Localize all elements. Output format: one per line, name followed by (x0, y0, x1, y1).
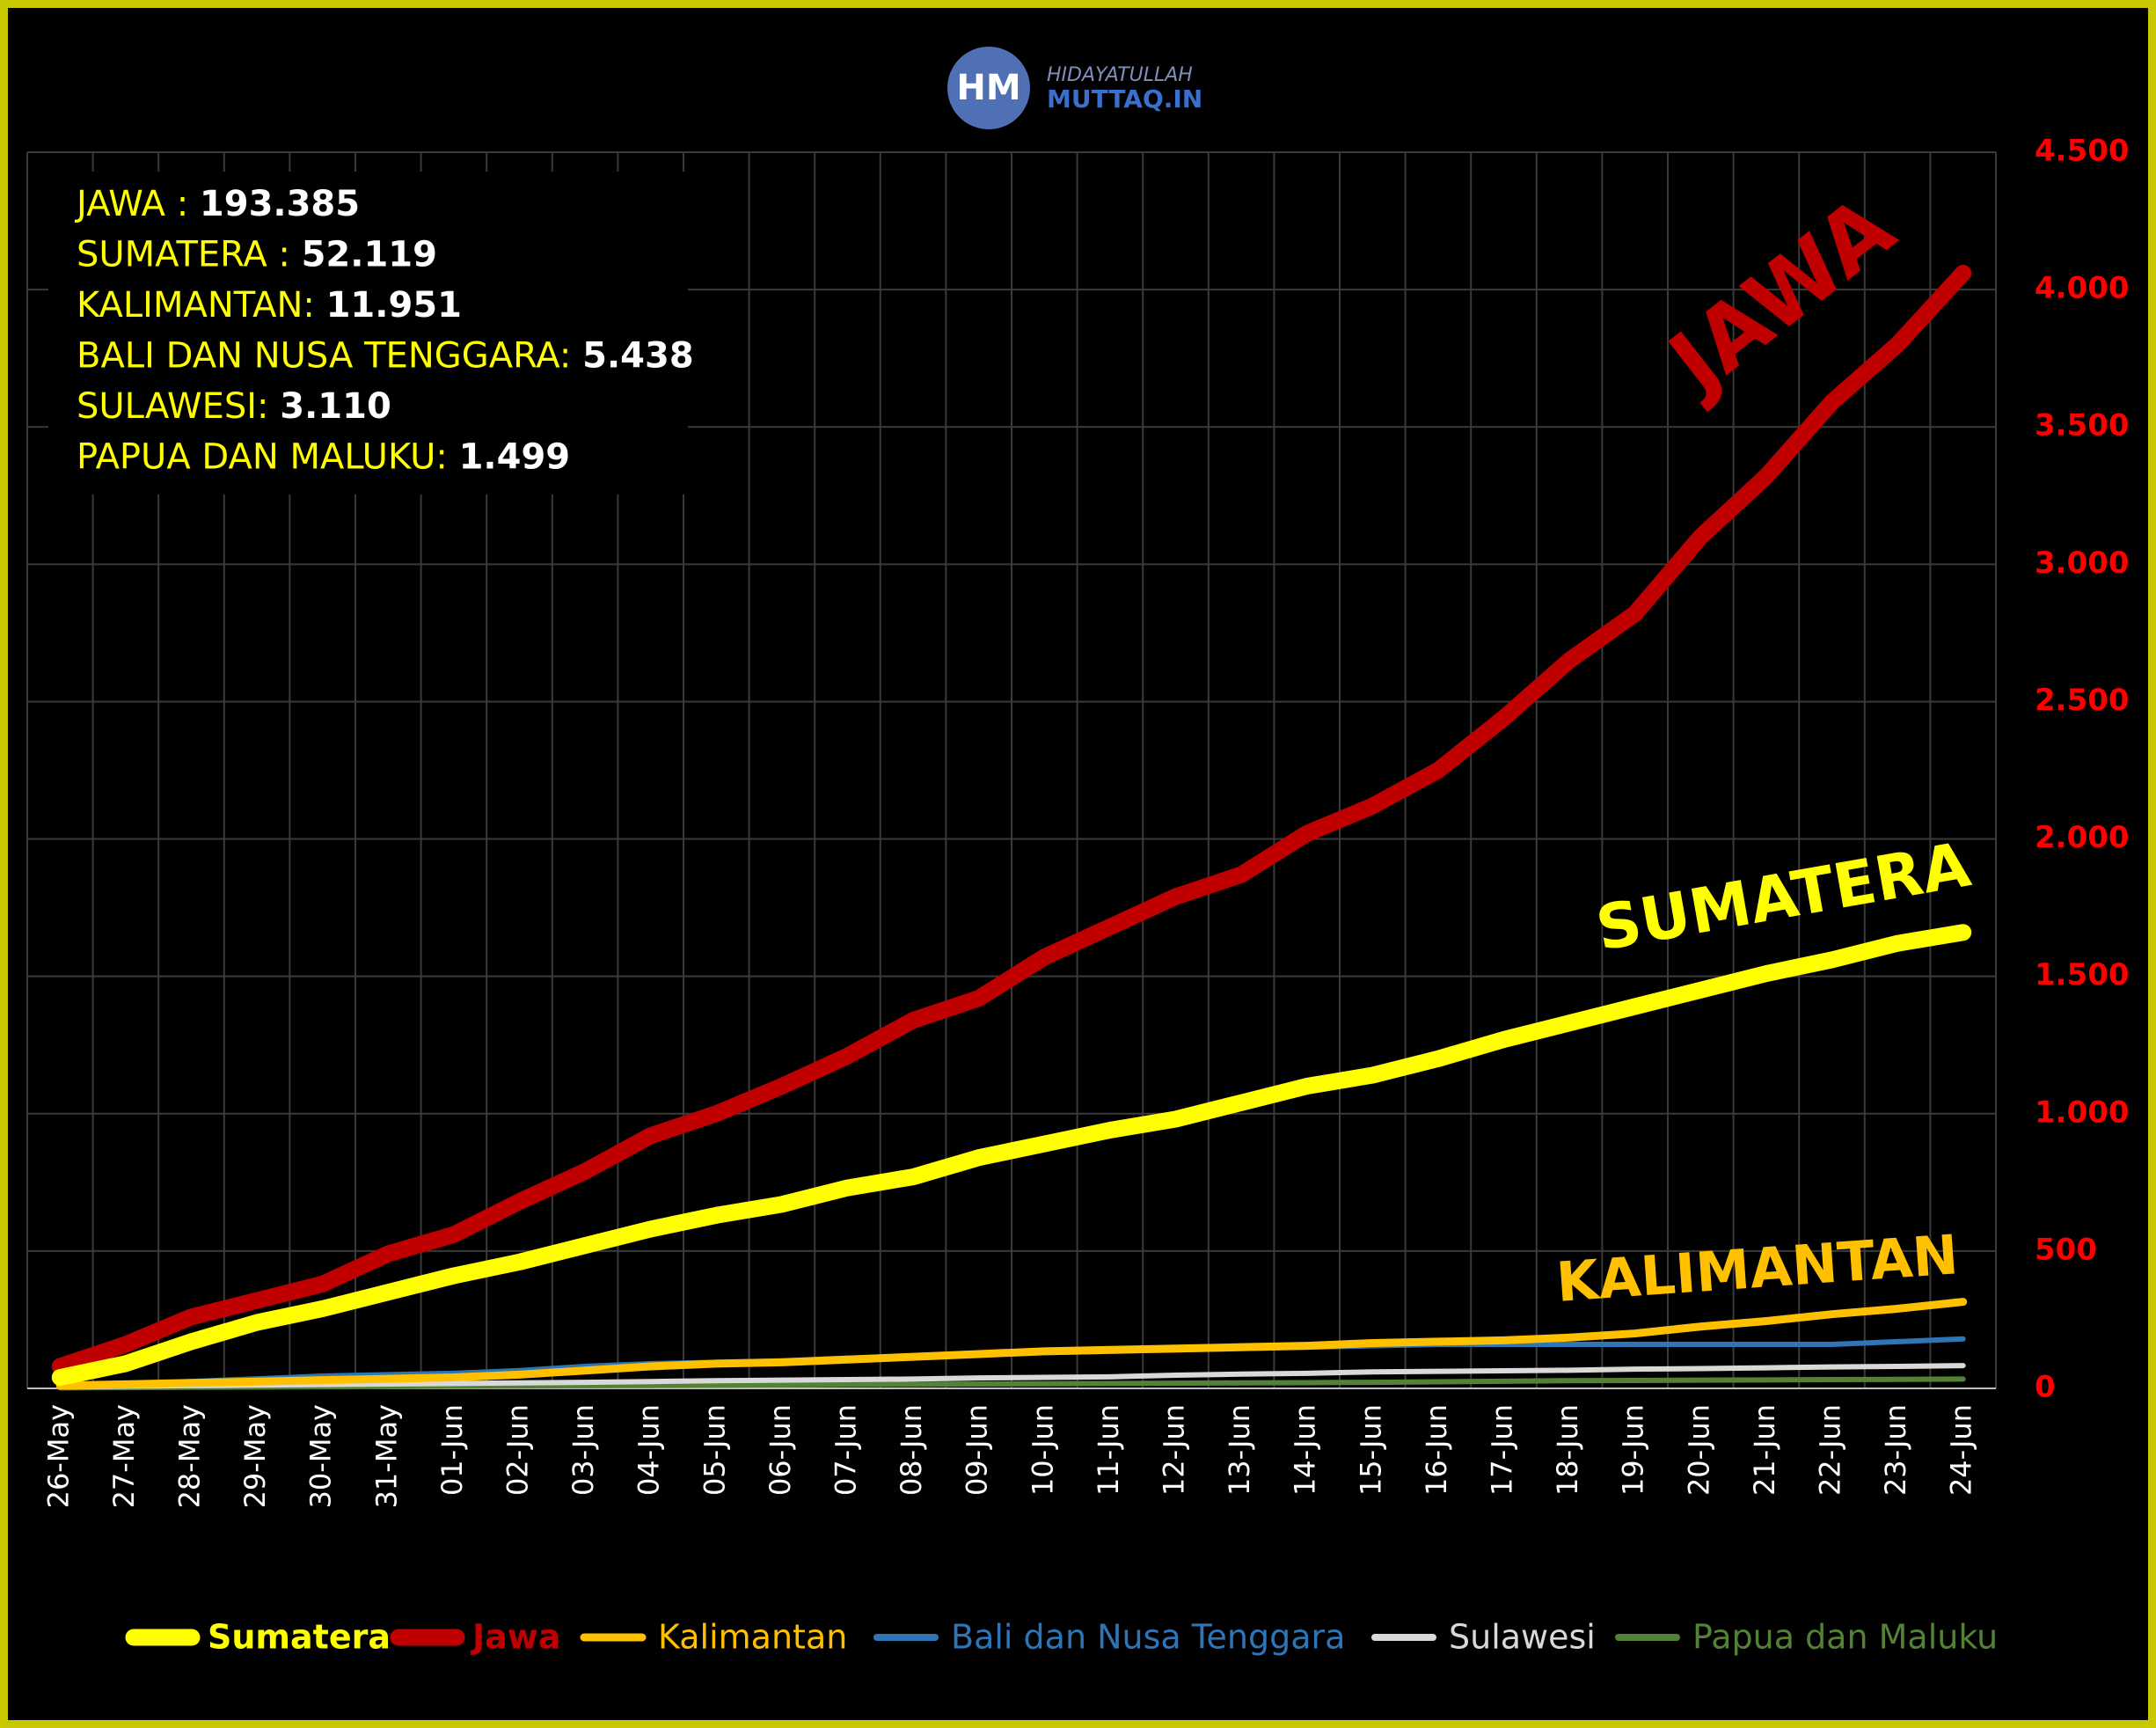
logo-initials: HM (956, 68, 1020, 108)
x-tick-label: 09-Jun (961, 1404, 994, 1496)
summary-value: 3.110 (280, 386, 391, 427)
summary-line: BALI DAN NUSA TENGGARA: 5.438 (77, 336, 694, 377)
x-tick-label: 24-Jun (1945, 1404, 1978, 1496)
y-tick-label: 1.500 (2035, 957, 2130, 992)
y-tick-label: 0 (2035, 1370, 2056, 1405)
logo-line2: MUTTAQ.IN (1047, 84, 1202, 113)
logo-circle (947, 47, 1030, 129)
x-tick-label: 16-Jun (1420, 1404, 1453, 1496)
x-tick-label: 26-May (41, 1404, 75, 1508)
summary-label: SUMATERA : (77, 235, 302, 275)
x-tick-label: 28-May (173, 1404, 207, 1508)
x-tick-label: 18-Jun (1551, 1404, 1584, 1496)
summary-value: 52.119 (302, 235, 437, 275)
x-tick-label: 01-Jun (435, 1404, 469, 1496)
x-tick-label: 06-Jun (764, 1404, 797, 1496)
legend-label: Papua dan Maluku (1692, 1618, 1998, 1657)
x-tick-label: 07-Jun (830, 1404, 863, 1496)
summary-line: KALIMANTAN: 11.951 (77, 285, 462, 326)
x-tick-label: 05-Jun (698, 1404, 731, 1496)
x-tick-label: 14-Jun (1289, 1404, 1322, 1496)
summary-value: 1.499 (459, 437, 571, 478)
x-tick-label: 31-May (369, 1404, 403, 1508)
y-tick-label: 1.000 (2035, 1095, 2130, 1130)
x-tick-label: 11-Jun (1092, 1404, 1125, 1496)
x-tick-label: 10-Jun (1026, 1404, 1059, 1496)
x-tick-label: 03-Jun (566, 1404, 600, 1496)
x-tick-label: 13-Jun (1223, 1404, 1256, 1496)
y-tick-label: 2.000 (2035, 820, 2130, 855)
summary-line: SULAWESI: 3.110 (77, 386, 391, 427)
summary-label: BALI DAN NUSA TENGGARA: (77, 336, 582, 377)
summary-line: SUMATERA : 52.119 (77, 235, 437, 275)
legend-label: Kalimantan (658, 1618, 847, 1657)
x-tick-label: 12-Jun (1158, 1404, 1191, 1496)
series-line (51, 924, 1972, 1387)
x-tick-label: 02-Jun (501, 1404, 535, 1496)
summary-label: SULAWESI: (77, 386, 280, 427)
x-tick-label: 30-May (304, 1404, 338, 1508)
y-tick-label: 2.500 (2035, 683, 2130, 718)
x-tick-label: 17-Jun (1486, 1404, 1519, 1496)
series-line (55, 1298, 1968, 1390)
y-tick-label: 4.000 (2035, 271, 2130, 306)
y-tick-label: 3.000 (2035, 545, 2130, 581)
grid: 0 500 1.000 1.500 2.000 2.500 3.000 3.500 4.000 4… (26, 134, 2130, 1508)
summary-value: 193.385 (200, 184, 360, 224)
x-tick-label: 20-Jun (1682, 1404, 1715, 1496)
summary: JAWA : 193.385 SUMATERA : 52.119 KALIMANTA… (74, 184, 694, 478)
legend-label: Bali dan Nusa Tenggara (951, 1618, 1345, 1657)
legend-label: Sulawesi (1449, 1618, 1596, 1657)
x-tick-label: 19-Jun (1617, 1404, 1650, 1496)
y-tick-label: 3.500 (2035, 408, 2130, 443)
logo-line1: HIDAYATULLAH (1047, 64, 1193, 86)
x-tick-label: 15-Jun (1354, 1404, 1387, 1496)
x-tick-label: 22-Jun (1814, 1404, 1847, 1496)
series-line (57, 1363, 1966, 1390)
lines (51, 264, 1972, 1391)
legend-label: Jawa (470, 1618, 561, 1657)
series-line (51, 264, 1972, 1375)
x-tick-label: 08-Jun (895, 1404, 928, 1496)
y-tick-label: 4.500 (2035, 134, 2130, 169)
x-tick-label: 27-May (107, 1404, 141, 1508)
summary-line: JAWA : 193.385 (74, 184, 360, 224)
summary-label: JAWA : (74, 184, 200, 224)
legend: Sumatera Jawa Kalimantan Bali dan Nusa Teng… (125, 1618, 1998, 1657)
x-tick-label: 04-Jun (632, 1404, 666, 1496)
y-tick-label: 500 (2035, 1232, 2097, 1267)
x-tick-label: 23-Jun (1879, 1404, 1912, 1496)
summary-label: KALIMANTAN: (77, 285, 326, 326)
summary-box (48, 172, 688, 494)
x-tick-label: 21-Jun (1748, 1404, 1781, 1496)
legend-label: Sumatera (208, 1618, 391, 1657)
logo: HM HIDAYATULLAH MUTTAQ.IN (947, 47, 1202, 129)
x-tick-label: 29-May (238, 1404, 272, 1508)
summary-line: PAPUA DAN MALUKU: 1.499 (77, 437, 570, 478)
summary-label: PAPUA DAN MALUKU: (77, 437, 459, 478)
summary-value: 11.951 (326, 285, 462, 326)
summary-value: 5.438 (582, 336, 694, 377)
